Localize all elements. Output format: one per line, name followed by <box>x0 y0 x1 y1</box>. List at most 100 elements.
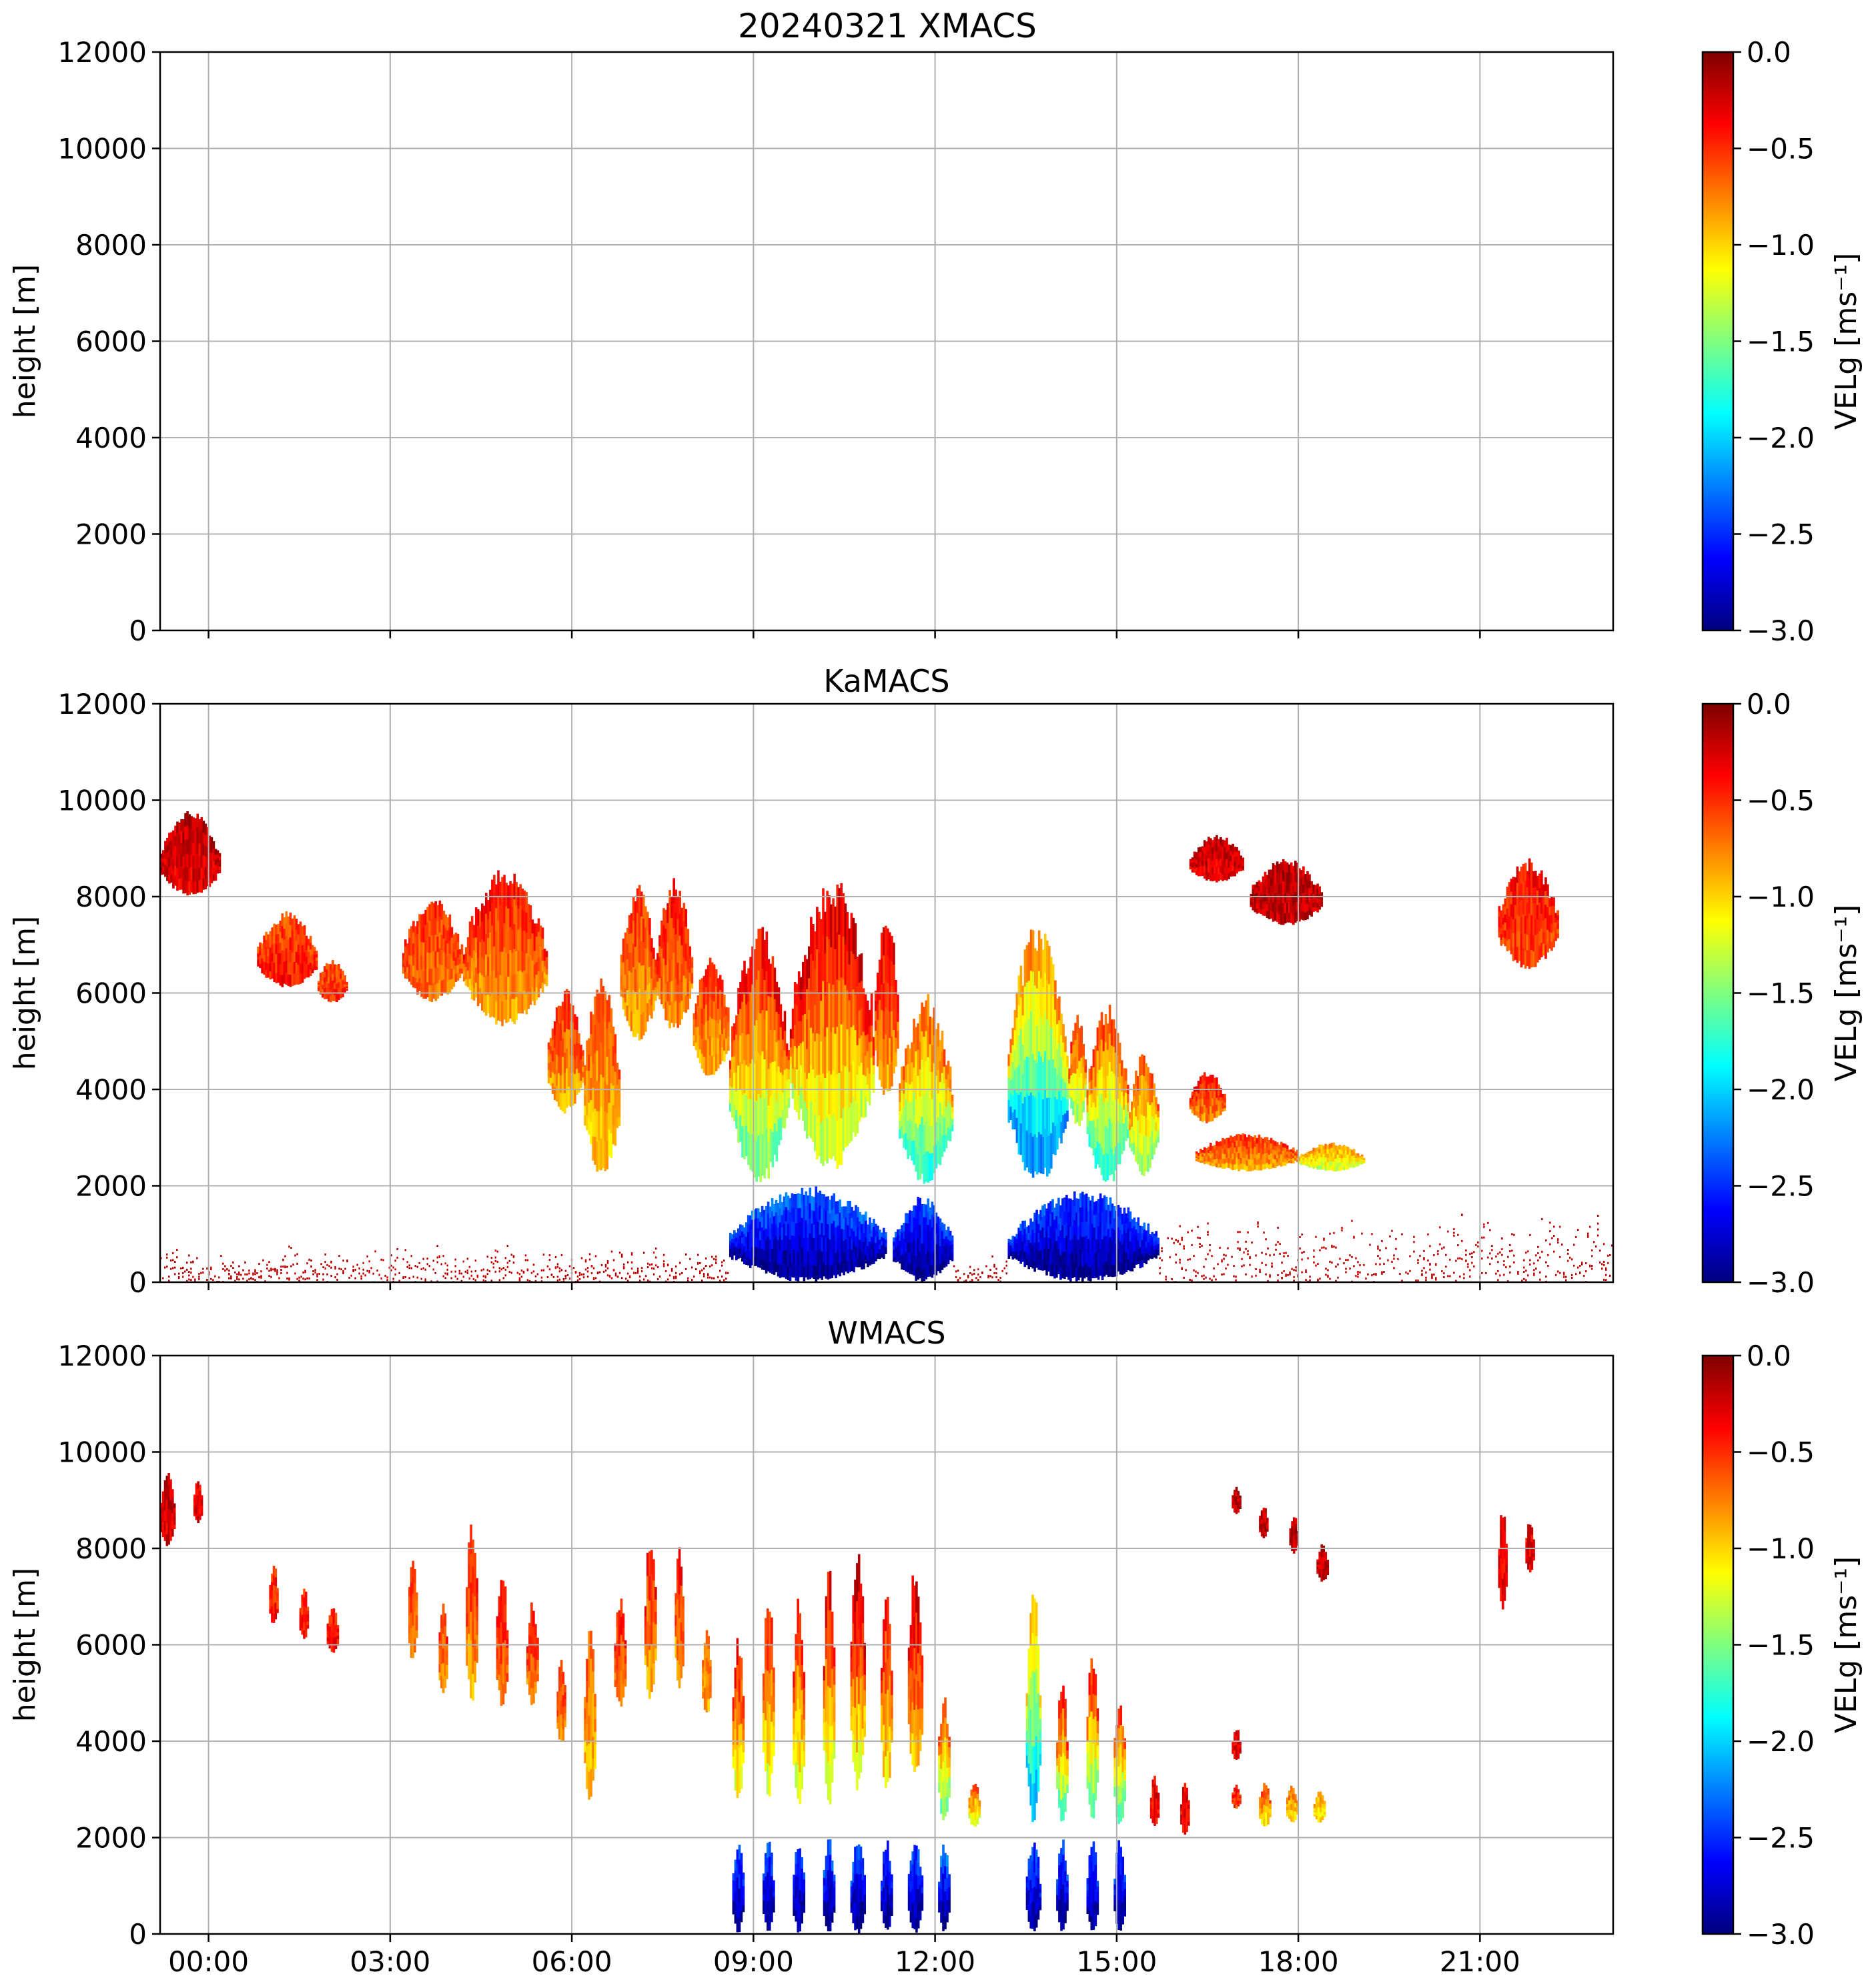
echo-cell <box>1197 852 1200 857</box>
echo-cell <box>841 1239 843 1251</box>
echo-cell <box>1248 1134 1251 1141</box>
echo-cell <box>777 987 781 1014</box>
echo-cell <box>277 923 280 935</box>
echo-cell <box>1070 1097 1073 1109</box>
echo-cell <box>476 989 480 1007</box>
echo-cell <box>781 1092 785 1111</box>
echo-cell <box>1280 903 1283 915</box>
echo-cell <box>582 1071 584 1078</box>
echo-cell <box>1328 1161 1332 1166</box>
echo-cell <box>698 979 702 994</box>
echo-cell <box>921 1243 923 1257</box>
echo-cell <box>180 819 183 831</box>
echo-cell <box>450 947 454 959</box>
echo-cell <box>180 877 183 890</box>
echo-cell <box>521 909 524 931</box>
echo-cell <box>779 1194 782 1209</box>
echo-cell <box>628 989 631 1008</box>
echo-cell <box>328 983 330 989</box>
echo-cell <box>1296 1151 1299 1154</box>
echo-cell <box>1049 1201 1052 1214</box>
echo-cell <box>598 993 600 1023</box>
echo-cell <box>1538 945 1541 960</box>
echo-cell <box>1264 1147 1267 1153</box>
echo-cell <box>428 920 431 937</box>
echo-cell <box>210 867 213 876</box>
echo-cell <box>816 991 819 1033</box>
echo-cell <box>1250 1147 1253 1154</box>
echo-region <box>160 1245 729 1282</box>
echo-cell <box>1123 1207 1126 1219</box>
echo-cell <box>791 1207 794 1221</box>
echo-cell <box>198 867 201 881</box>
echo-cell <box>1083 1264 1086 1279</box>
echo-cell <box>1125 1223 1128 1233</box>
echo-cell <box>1220 858 1222 866</box>
echo-cell <box>1228 1143 1230 1149</box>
echo-cell <box>897 1229 899 1235</box>
echo-cell <box>1116 1098 1119 1121</box>
echo-cell <box>588 1038 590 1055</box>
echo-cell <box>1272 911 1275 922</box>
echo-cell <box>1189 1099 1192 1102</box>
echo-cell <box>543 949 546 955</box>
echo-cell <box>1358 1155 1362 1158</box>
echo-cell <box>1290 1156 1293 1159</box>
echo-cell <box>1077 1198 1080 1213</box>
echo-cell <box>590 1099 592 1122</box>
echo-cell <box>921 1059 923 1089</box>
echo-cell <box>1308 1164 1311 1168</box>
echo-cell <box>1067 1252 1070 1267</box>
echo-cell <box>432 982 435 999</box>
echo-cell <box>1078 1077 1081 1094</box>
echo-cell <box>1033 1133 1037 1171</box>
echo-cell <box>295 940 298 952</box>
echo-cell <box>606 1140 609 1169</box>
echo-cell <box>878 1059 881 1080</box>
echo-cell <box>759 1097 762 1140</box>
y-tick-label: 8000 <box>75 229 147 262</box>
echo-cell <box>1084 1071 1087 1079</box>
echo-cell <box>1045 1253 1048 1265</box>
echo-cell <box>543 960 546 967</box>
echo-cell <box>1518 945 1521 961</box>
echo-cell <box>781 1252 784 1265</box>
echo-cell <box>315 953 318 958</box>
echo-cell <box>1520 867 1523 884</box>
echo-cell <box>672 903 675 929</box>
echo-cell <box>277 933 280 944</box>
echo-cell <box>1089 1267 1092 1282</box>
echo-cell <box>309 935 312 943</box>
echo-cell <box>670 959 673 981</box>
echo-cell <box>1500 927 1503 935</box>
echo-cell <box>332 993 334 1001</box>
echo-cell <box>1328 1157 1332 1162</box>
echo-cell <box>1037 1011 1041 1052</box>
echo-cell <box>1149 1073 1151 1089</box>
echo-cell <box>1033 1241 1036 1253</box>
echo-cell <box>216 865 219 870</box>
echo-cell <box>921 1116 923 1145</box>
echo-cell <box>216 869 219 874</box>
echo-cell <box>864 994 867 1015</box>
echo-cell <box>416 957 419 971</box>
echo-cell <box>604 1051 607 1082</box>
echo-cell <box>464 979 468 986</box>
echo-cell <box>1078 1027 1081 1045</box>
echo-cell <box>628 970 631 990</box>
echo-cell <box>713 1037 716 1057</box>
echo-cell <box>578 1053 580 1063</box>
echo-cell <box>668 959 671 983</box>
echo-cell <box>1216 843 1218 851</box>
echo-cell <box>929 1207 932 1219</box>
echo-cell <box>1518 916 1521 931</box>
echo-cell <box>1304 1157 1307 1160</box>
echo-cell <box>1324 1143 1327 1149</box>
echo-cell <box>830 947 833 990</box>
echo-cell <box>919 1069 921 1097</box>
echo-cell <box>1296 1159 1299 1162</box>
echo-cell <box>182 856 185 869</box>
echo-speck <box>236 1273 238 1276</box>
echo-cell <box>824 953 827 995</box>
echo-speck <box>172 1252 174 1255</box>
